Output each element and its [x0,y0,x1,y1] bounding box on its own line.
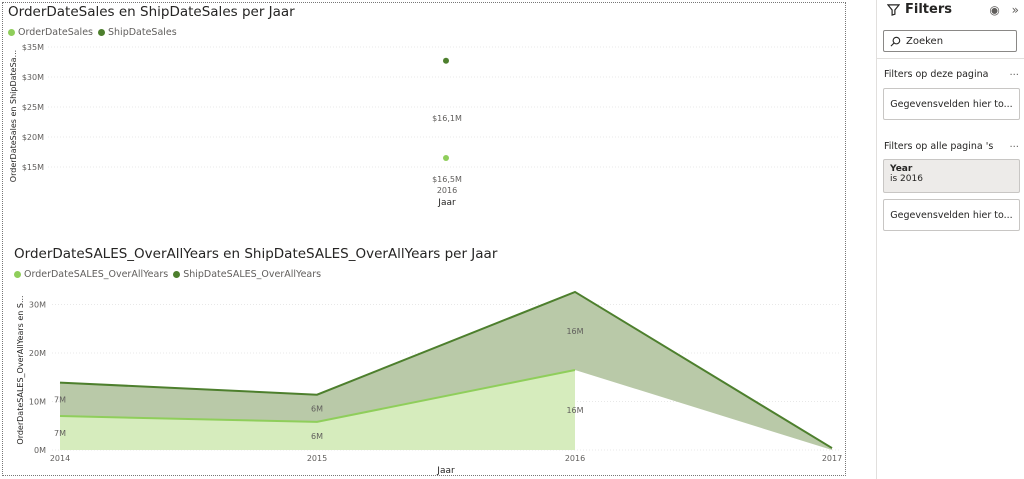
area-fill-orderdatesales [60,370,575,450]
scatter-data-label-shipdatesales: $16,1M [432,114,462,123]
area-ytick-label: 0M [34,446,46,455]
legend-item-order-all[interactable]: OrderDateSALES_OverAllYears [14,269,168,280]
year-filter-name: Year [890,164,913,174]
area-data-label-shipdatesales: 16M [566,327,583,336]
area-legend: OrderDateSALES_OverAllYears ShipDateSALE… [14,269,326,280]
scatter-ytick-label: $25M [22,103,44,112]
legend-dot-ship-all [173,271,181,278]
collapse-pane-icon[interactable]: » [1011,3,1019,17]
scatter-xtick-label: 2016 [437,186,457,195]
legend-dot-ship [98,29,105,36]
scatter-data-label-orderdatesales: $16,5M [432,175,462,184]
all-pages-filters-more-button[interactable]: ... [1009,139,1019,150]
filters-header: Filters [887,2,952,17]
search-icon [890,36,901,46]
area-y-axis-title: OrderDateSALES_OverAllYears en S... [16,295,25,444]
area-ytick-label: 30M [29,301,46,310]
filters-header-icons: ◉ » [989,3,1019,17]
legend-item-order[interactable]: OrderDateSales [8,27,93,38]
scatter-legend: OrderDateSales ShipDateSales [8,27,182,38]
scatter-chart-title: OrderDateSales en ShipDateSales per Jaar [8,4,295,20]
filter-icon [887,4,900,16]
legend-label-ship: ShipDateSales [108,27,177,38]
area-line-shipdatesales [59,290,833,449]
report-canvas [2,2,846,476]
scatter-ytick-label: $15M [22,163,44,172]
page-filters-more-button[interactable]: ... [1009,67,1019,78]
area-data-label-shipdatesales: 7M [54,395,66,404]
legend-item-ship-all[interactable]: ShipDateSALES_OverAllYears [173,269,321,280]
area-data-label-shipdatesales: 6M [311,404,323,413]
scatter-point-shipdatesales [443,57,449,64]
scatter-ytick-label: $30M [22,73,44,82]
scatter-point-orderdatesales [443,155,449,161]
scatter-y-axis-title: OrderDateSales en ShipDateSa... [9,50,18,182]
divider [877,58,1024,59]
eye-icon[interactable]: ◉ [989,3,1000,17]
area-data-label-orderdatesales: 7M [54,429,66,438]
legend-item-ship[interactable]: ShipDateSales [98,27,177,38]
area-chart-title: OrderDateSALES_OverAllYears en ShipDateS… [14,246,498,262]
filter-search-input[interactable]: Zoeken [883,30,1017,52]
area-ytick-label: 10M [29,398,46,407]
all-pages-filters-drop-zone[interactable]: Gegevensvelden hier to... [883,199,1020,231]
area-data-label-orderdatesales: 16M [566,406,583,415]
area-xtick-label: 2017 [822,454,842,463]
legend-dot-order [8,29,15,36]
scatter-chart: $15M $20M $25M $30M $35M OrderDateSales en Sh… [9,43,840,208]
search-placeholder: Zoeken [906,35,944,47]
year-filter-card[interactable]: Year is 2016 [883,159,1020,193]
area-data-label-orderdatesales: 6M [311,432,323,441]
scatter-ytick-label: $35M [22,43,44,52]
filters-pane: Filters ◉ » Zoeken Filters op deze pagin… [876,0,1024,479]
legend-dot-order-all [14,271,21,278]
scatter-ytick-label: $20M [22,133,44,142]
legend-label-order-all: OrderDateSALES_OverAllYears [24,269,169,280]
page-filters-drop-zone[interactable]: Gegevensvelden hier to... [883,88,1020,120]
page-filters-label: Filters op deze pagina [884,69,989,80]
area-x-axis-title: Jaar [436,466,455,476]
area-ytick-label: 20M [29,349,46,358]
area-xtick-label: 2014 [50,454,70,463]
scatter-x-axis-title: Jaar [437,198,456,208]
area-xtick-label: 2016 [565,454,585,463]
filters-title: Filters [905,2,952,17]
legend-label-ship-all: ShipDateSALES_OverAllYears [183,269,322,280]
area-chart: 0M 10M 20M 30M OrderDateSALES_OverAllYears e… [16,290,842,476]
all-pages-filters-label: Filters op alle pagina 's [884,141,994,152]
area-line-orderdatesales [59,369,576,423]
area-xtick-label: 2015 [307,454,327,463]
legend-label-order: OrderDateSales [18,27,93,38]
year-filter-value: is 2016 [890,174,923,184]
